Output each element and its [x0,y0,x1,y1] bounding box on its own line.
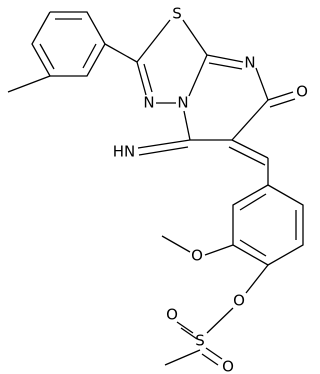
atom-label: HN [113,143,136,161]
bond [245,264,269,294]
bond [161,235,191,253]
methyl-bond [7,75,51,93]
atom-label: N [244,54,255,72]
atom-label: O [233,292,245,310]
bond [136,19,171,63]
bond [176,321,194,334]
bond [206,54,244,63]
bond [231,99,269,141]
atom-label: S [195,332,205,350]
double-bond [228,146,266,166]
tolyl-ring [31,11,106,77]
benzene-ring [232,184,304,266]
bond [164,349,201,366]
bonds [7,11,304,366]
bond [182,19,208,56]
double-bond [143,63,153,93]
bond [267,91,294,101]
atom-label: O [296,83,308,101]
atom-labels: S N N N O HN O O S O O [113,5,308,374]
atom-label: N [143,94,154,112]
double-bond [239,239,267,257]
bond [137,139,191,149]
bond [231,139,269,159]
double-bond [208,62,243,70]
bond [205,347,223,360]
bond [255,67,269,101]
bond [104,43,138,63]
bond [183,110,191,141]
bond [188,54,208,97]
double-bond [269,98,296,108]
bond [136,61,147,96]
atom-label: O [222,358,234,374]
atom-label: N [177,94,188,112]
atom-label: O [191,247,203,265]
double-bond [239,193,267,211]
double-bond [82,43,97,69]
double-bond [201,353,219,366]
double-bond [39,43,55,70]
bond [204,244,234,256]
bond [206,307,234,334]
atom-label: S [172,5,182,23]
atom-label: O [166,306,178,324]
double-bond [180,327,198,340]
double-bond [138,146,189,156]
